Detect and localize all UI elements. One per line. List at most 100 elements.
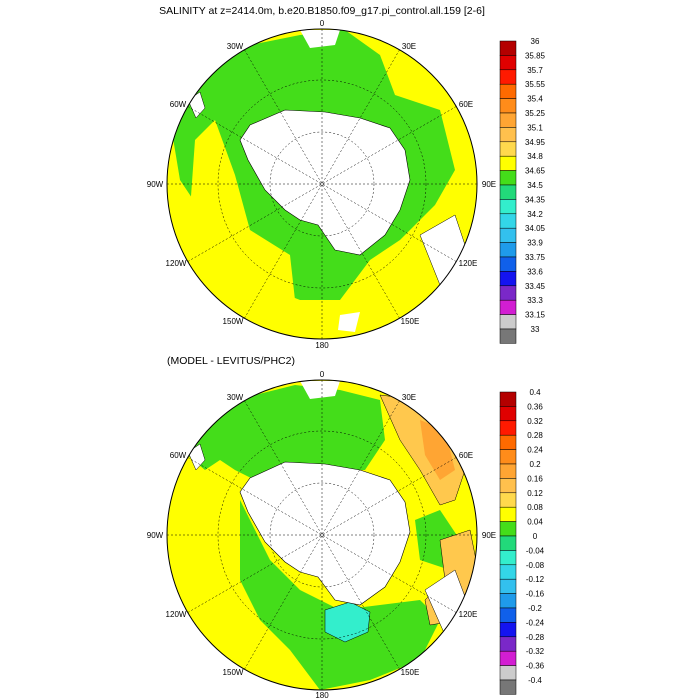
top-colorbar-swatch bbox=[499, 98, 517, 114]
bottom-lon-0: 0 bbox=[320, 370, 325, 379]
top-colorbar-swatch bbox=[499, 170, 517, 186]
bottom-colorbar-swatch bbox=[499, 492, 517, 508]
bottom-colorbar-swatch bbox=[499, 665, 517, 681]
top-colorbar-label: 34.5 bbox=[527, 181, 543, 190]
top-antarctica bbox=[239, 109, 411, 256]
bottom-colorbar-label: 0.4 bbox=[529, 388, 541, 397]
top-panel: SALINITY at z=2414.0m, b.e20.B1850.f09_g… bbox=[147, 5, 546, 350]
bottom-green-region-pacific bbox=[240, 500, 440, 690]
bottom-colorbar: 0.4 0.36 0.32 0.28 0.24 0.2 0.16 0.12 0.08 0.04 0 -… bbox=[499, 388, 545, 695]
top-colorbar-label: 34.35 bbox=[525, 195, 546, 204]
bottom-land-africa bbox=[300, 381, 340, 399]
bottom-colorbar-swatch bbox=[499, 593, 517, 609]
top-lon-120e: 120E bbox=[459, 259, 478, 268]
bottom-colorbar-swatch bbox=[499, 391, 517, 407]
top-colorbar-swatch bbox=[499, 155, 517, 171]
top-yellow-pacific bbox=[190, 120, 295, 300]
bottom-map bbox=[167, 380, 477, 690]
top-colorbar-label: 34.65 bbox=[525, 167, 546, 176]
top-colorbar-label: 35.85 bbox=[525, 51, 546, 60]
top-colorbar-swatch bbox=[499, 299, 517, 315]
top-map-border bbox=[166, 28, 478, 340]
bottom-colorbar-label: 0 bbox=[533, 532, 538, 541]
bottom-map-border bbox=[166, 379, 478, 691]
top-colorbar-swatch bbox=[499, 242, 517, 258]
top-colorbar-swatch bbox=[499, 112, 517, 128]
bottom-colorbar-swatch bbox=[499, 478, 517, 494]
top-colorbar-swatch bbox=[499, 184, 517, 200]
bottom-lon-120e: 120E bbox=[459, 610, 478, 619]
bottom-panel: (MODEL - LEVITUS/PHC2) bbox=[147, 355, 545, 700]
bottom-colorbar-swatch bbox=[499, 622, 517, 638]
bottom-antarctica bbox=[239, 461, 411, 606]
top-lon-60w: 60W bbox=[170, 100, 187, 109]
top-colorbar-label: 33.15 bbox=[525, 311, 546, 320]
top-colorbar-swatch bbox=[499, 40, 517, 56]
bottom-colorbar-label: -0.24 bbox=[526, 618, 545, 627]
bottom-colorbar-swatch bbox=[499, 463, 517, 479]
top-colorbar-label: 35.1 bbox=[527, 123, 543, 132]
top-colorbar-swatch bbox=[499, 83, 517, 99]
bottom-lon-60e: 60E bbox=[459, 451, 473, 460]
bottom-colorbar-label: 0.04 bbox=[527, 518, 543, 527]
bottom-lon-150w: 150W bbox=[223, 668, 244, 677]
top-graticule bbox=[167, 29, 477, 339]
top-colorbar-label: 33.45 bbox=[525, 282, 546, 291]
top-colorbar-label: 34.2 bbox=[527, 210, 543, 219]
top-colorbar-label: 33.9 bbox=[527, 239, 543, 248]
top-colorbar-swatch bbox=[499, 256, 517, 272]
bottom-lon-90e: 90E bbox=[482, 531, 496, 540]
bottom-colorbar-swatch bbox=[499, 636, 517, 652]
top-lon-150e: 150E bbox=[401, 317, 420, 326]
top-lon-labels: 0 30E 60E 90E 120E 150E 180 150W 120W 90… bbox=[147, 19, 496, 350]
top-lon-30e: 30E bbox=[402, 42, 416, 51]
top-colorbar-label: 33.6 bbox=[527, 267, 543, 276]
bottom-colorbar-label: 0.16 bbox=[527, 474, 543, 483]
top-lon-0: 0 bbox=[320, 19, 325, 28]
bottom-lon-150e: 150E bbox=[401, 668, 420, 677]
bottom-colorbar-swatch bbox=[499, 506, 517, 522]
top-lon-90w: 90W bbox=[147, 180, 164, 189]
top-colorbar: 36 35.85 35.7 35.55 35.4 35.25 35.1 34.95 34.8 34… bbox=[499, 37, 546, 344]
bottom-lon-labels: 0 30E 60E 90E 120E 150E 180 150W 120W 90… bbox=[147, 370, 496, 700]
top-colorbar-swatch bbox=[499, 69, 517, 85]
top-colorbar-label: 35.4 bbox=[527, 95, 543, 104]
top-lon-180: 180 bbox=[315, 341, 329, 350]
top-lon-60e: 60E bbox=[459, 100, 473, 109]
top-colorbar-label: 36 bbox=[531, 37, 540, 46]
bottom-colorbar-label: -0.36 bbox=[526, 662, 545, 671]
bottom-colorbar-label: -0.32 bbox=[526, 647, 545, 656]
top-colorbar-swatch bbox=[499, 213, 517, 229]
bottom-lon-120w: 120W bbox=[166, 610, 187, 619]
bottom-colorbar-swatch bbox=[499, 679, 517, 695]
top-panel-title: SALINITY at z=2414.0m, b.e20.B1850.f09_g… bbox=[159, 5, 485, 17]
top-colorbar-label: 33 bbox=[531, 325, 540, 334]
bottom-colorbar-label: 0.36 bbox=[527, 402, 543, 411]
bottom-graticule bbox=[167, 380, 477, 690]
top-colorbar-label: 35.7 bbox=[527, 66, 543, 75]
bottom-colorbar-swatch bbox=[499, 406, 517, 422]
bottom-colorbar-label: -0.2 bbox=[528, 604, 542, 613]
bottom-colorbar-swatch bbox=[499, 420, 517, 436]
top-colorbar-label: 35.25 bbox=[525, 109, 546, 118]
top-colorbar-label: 33.3 bbox=[527, 296, 543, 305]
bottom-colorbar-label: 0.32 bbox=[527, 417, 543, 426]
bottom-colorbar-swatch bbox=[499, 550, 517, 566]
top-colorbar-swatch bbox=[499, 285, 517, 301]
top-colorbar-swatch bbox=[499, 141, 517, 157]
bottom-colorbar-swatch bbox=[499, 607, 517, 623]
bottom-colorbar-label: -0.16 bbox=[526, 590, 545, 599]
bottom-colorbar-label: -0.08 bbox=[526, 561, 545, 570]
bottom-lon-30e: 30E bbox=[402, 393, 416, 402]
bottom-lon-180: 180 bbox=[315, 691, 329, 700]
bottom-lon-90w: 90W bbox=[147, 531, 164, 540]
top-colorbar-swatch bbox=[499, 227, 517, 243]
bottom-colorbar-label: -0.04 bbox=[526, 546, 545, 555]
bottom-lon-30w: 30W bbox=[227, 393, 244, 402]
top-lon-90e: 90E bbox=[482, 180, 496, 189]
bottom-colorbar-swatch bbox=[499, 650, 517, 666]
top-colorbar-label: 35.55 bbox=[525, 80, 546, 89]
top-colorbar-label: 34.8 bbox=[527, 152, 543, 161]
bottom-colorbar-swatch bbox=[499, 578, 517, 594]
